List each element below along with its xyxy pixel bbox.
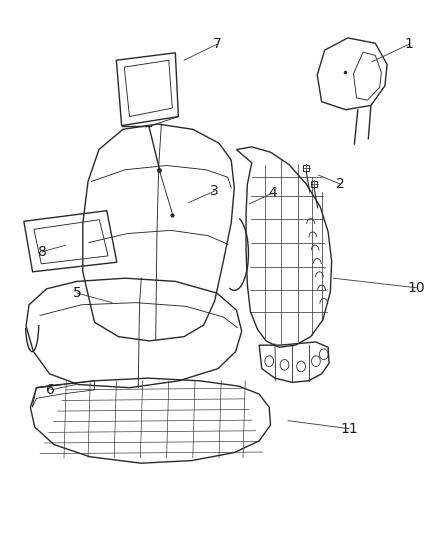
Text: 3: 3 <box>210 184 219 198</box>
Text: 5: 5 <box>73 286 81 300</box>
Text: 7: 7 <box>212 37 221 51</box>
Text: 4: 4 <box>268 186 277 200</box>
Text: 11: 11 <box>340 422 358 435</box>
Text: 6: 6 <box>46 383 55 397</box>
Text: 1: 1 <box>404 37 413 51</box>
Text: 10: 10 <box>407 281 425 295</box>
Text: 8: 8 <box>38 245 47 259</box>
Text: 2: 2 <box>336 177 345 191</box>
